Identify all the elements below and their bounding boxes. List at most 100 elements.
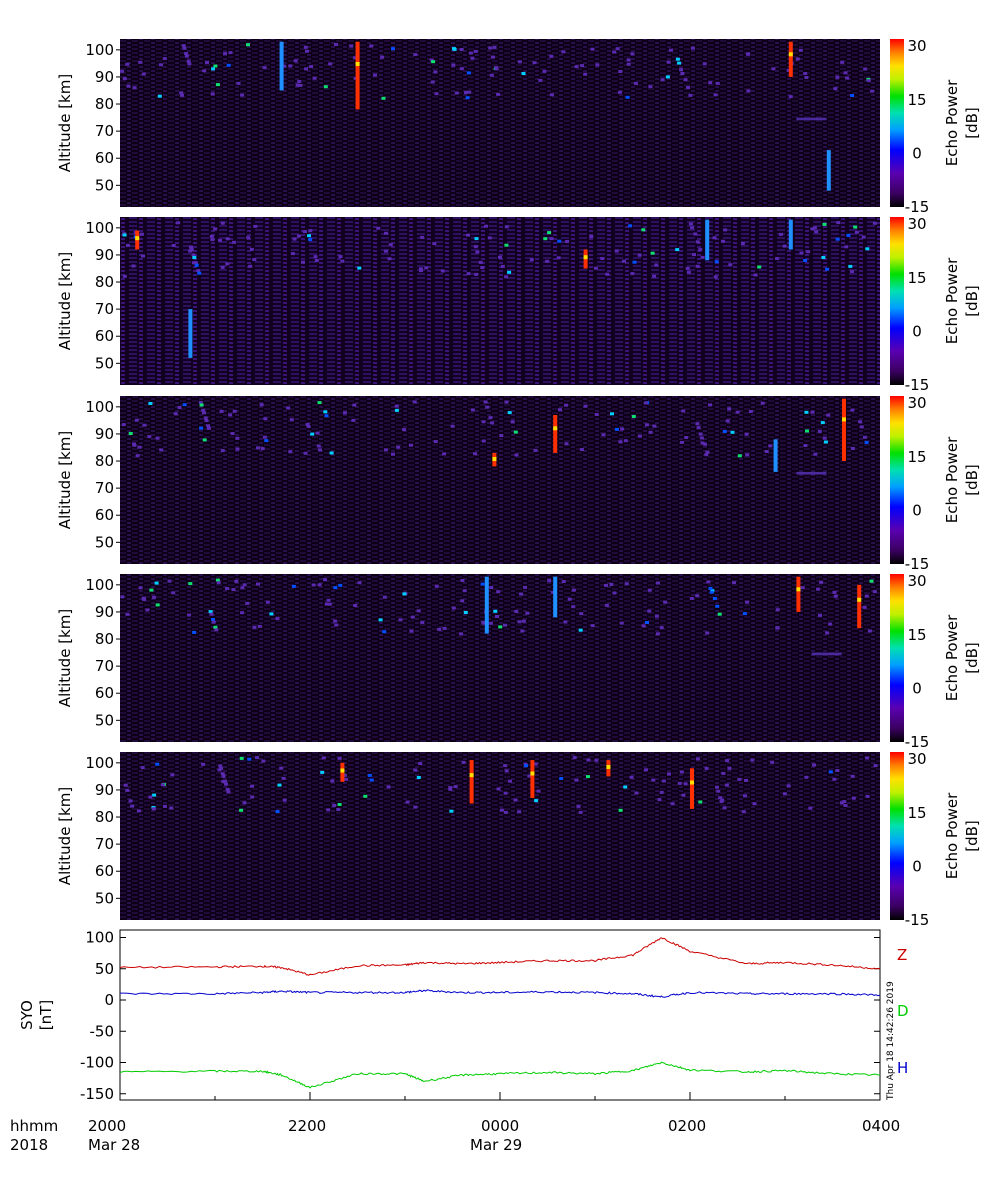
echo-speck [648,85,653,89]
echo-speck [323,578,327,582]
echo-feature [188,309,193,358]
echo-speck [155,436,160,440]
echo-speck [310,432,315,436]
echo-speck [804,410,809,414]
echo-feature-core [788,52,793,57]
echo-speck [813,452,818,456]
echo-speck [308,238,313,242]
echo-speck [181,44,186,48]
echo-speck [293,59,298,63]
echo-speck [850,408,855,412]
echo-speck [176,221,181,225]
echo-speck [480,582,485,586]
echo-speck [737,454,742,458]
echo-speck [698,800,703,804]
echo-speck [260,447,265,451]
echo-speck [865,247,870,251]
echo-speck [141,254,145,258]
echo-speck [369,778,374,782]
echo-speck [647,588,652,592]
echo-speck [240,586,245,590]
echo-speck [600,257,605,260]
altitude-tick-label: 50 [95,889,114,907]
echo-speck [211,620,216,624]
echo-speck [845,76,850,80]
echo-speck [850,270,854,274]
echo-speck [550,590,555,594]
echo-speck [311,583,316,587]
echo-speck [340,259,345,263]
echo-speck [675,57,680,61]
echo-speck [363,794,368,798]
echo-speck [594,413,599,416]
echo-speck [625,95,630,99]
echo-speck [353,604,358,607]
echo-speck [863,67,868,71]
echo-field [120,39,880,207]
echo-speck [648,430,653,434]
echo-speck [609,582,614,586]
echo-speck [558,408,562,412]
echo-speck [250,795,255,799]
echo-speck [628,224,633,228]
echo-speck [805,429,809,433]
colorbar-tick-label: -15 [905,911,930,929]
echo-speck [307,234,311,238]
echo-speck [410,615,415,619]
echo-speck [192,256,197,259]
echo-speck [657,798,662,802]
echo-field [120,396,880,564]
colorbar-tick-label: 15 [907,626,926,644]
echo-speck [704,453,709,457]
echo-speck [367,773,372,777]
colorbar-label: [dB] [963,642,981,674]
echo-speck [163,804,167,808]
echo-speck [637,253,642,257]
echo-speck [833,87,838,91]
echo-speck [405,800,410,804]
echo-speck [652,424,657,428]
echo-speck [654,614,659,618]
echo-speck [727,407,732,411]
echo-speck [840,60,845,64]
echo-speck [549,93,554,97]
echo-speck [480,266,485,270]
echo-speck [459,67,464,71]
echo-speck [808,806,813,810]
echo-speck [688,222,693,226]
echo-speck [745,600,750,604]
magnetometer-panel: 100 50 0 -50 -100 -150 SYO [nT] [18,929,881,1103]
altitude-tick-label: 90 [95,68,114,86]
echo-speck [324,602,329,606]
series-line-d [120,989,881,998]
echo-speck [252,258,257,262]
echo-speckles [121,400,869,458]
echo-speck [173,412,178,416]
echo-speck [700,441,705,445]
echo-speck [614,249,619,253]
echo-speck [775,608,780,612]
echo-speck [669,48,673,52]
colorbar-label: [dB] [963,820,981,852]
echo-speck [138,586,143,590]
echo-speck [786,68,791,72]
echo-speck [349,44,354,48]
echo-speck [803,444,808,447]
echo-speck [252,625,257,629]
echo-speck [804,76,809,79]
echo-speck [484,224,489,228]
echo-speck [225,587,230,590]
echo-speck [618,440,623,444]
echo-speck [589,235,594,238]
echo-speck [433,440,438,443]
echo-speck [148,795,153,799]
echo-speck [342,773,347,777]
altitude-tick-label: 80 [95,808,114,826]
echo-speck [420,621,425,624]
echo-speck [467,90,472,94]
echo-speck [240,611,244,615]
echo-speck [473,452,478,456]
echo-speck [872,590,877,594]
echo-speck [641,624,646,628]
magnetometer-frame [119,929,881,1101]
